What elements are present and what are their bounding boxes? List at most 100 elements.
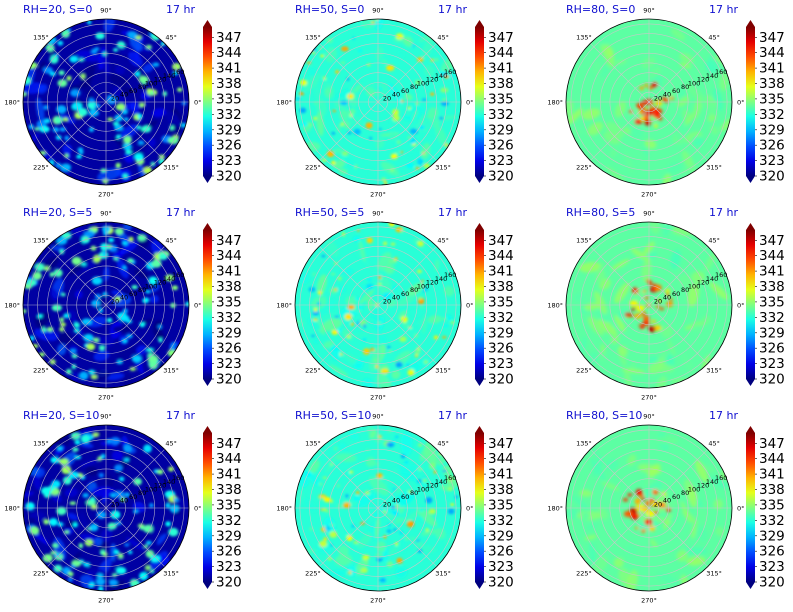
hot-spot (421, 249, 430, 254)
field-streak (380, 584, 391, 591)
field-streak (74, 290, 83, 299)
hot-spot (311, 334, 315, 337)
colorbar-tick-label: 341 (759, 61, 785, 77)
hot-spot (627, 493, 633, 497)
hot-spot (384, 180, 387, 185)
colorbar-extend-max (203, 223, 212, 230)
hot-spot (360, 567, 368, 574)
field-streak (691, 270, 706, 284)
hot-spot (446, 475, 454, 483)
field-streak (585, 523, 599, 530)
radial-tick-label: 100 (417, 282, 429, 290)
hot-spot (631, 514, 639, 520)
radial-tick-label: 80 (138, 286, 146, 294)
hot-spot (396, 557, 403, 564)
hot-spot (423, 360, 429, 364)
field-streak (128, 143, 149, 157)
field-streak (111, 450, 124, 461)
hot-spot (86, 343, 96, 351)
hot-spot (116, 41, 126, 49)
polar-frame (294, 18, 462, 186)
hot-spot (300, 79, 307, 86)
field-streak (443, 286, 455, 297)
hot-spot (83, 562, 90, 567)
angle-label: 270° (98, 191, 114, 199)
field-streak (109, 556, 125, 571)
radial-tick-label: 20 (654, 297, 662, 305)
angular-gridline (377, 246, 437, 306)
hot-spot (56, 506, 67, 516)
field-streak (644, 481, 662, 500)
field-streak (155, 332, 165, 340)
field-streak (713, 88, 724, 111)
radial-tick-label: 80 (138, 489, 146, 497)
angle-label: 225° (576, 367, 592, 375)
field-streak (95, 154, 111, 164)
hot-spot (121, 241, 129, 246)
hot-spot (59, 317, 65, 323)
angle-label: 45° (437, 236, 449, 244)
hot-spot (642, 289, 647, 293)
hot-spot (318, 482, 323, 486)
hot-spot (113, 257, 119, 261)
hot-spot (108, 579, 118, 586)
radial-tick-label: 160 (172, 68, 184, 76)
hot-spot (76, 154, 82, 159)
hot-spot (639, 86, 644, 91)
hot-spot (397, 51, 405, 58)
field-streak (581, 108, 601, 120)
hot-spot (43, 266, 50, 271)
hot-spot (142, 298, 149, 304)
colorbar-tick-label: 341 (216, 467, 242, 483)
field-streak (692, 325, 709, 336)
hot-spot (164, 274, 175, 282)
radial-tick-label: 160 (444, 271, 456, 279)
field-streak (589, 542, 597, 568)
hot-spot (71, 354, 78, 359)
colorbar-tick-label: 347 (759, 30, 785, 46)
hot-spot (136, 125, 142, 130)
hot-spot (157, 469, 164, 475)
field-streak (321, 318, 342, 332)
angle-label: 45° (437, 439, 449, 447)
field-streak (358, 240, 366, 262)
field-streak (624, 370, 632, 388)
angle-label: 90° (372, 413, 384, 421)
radial-tick-label: 80 (681, 489, 689, 497)
hot-spot (70, 89, 81, 97)
field-streak (697, 527, 708, 542)
radial-tick-label: 20 (654, 500, 662, 508)
hot-spot (376, 473, 383, 479)
hot-spot (669, 298, 673, 302)
colorbar-tick-label: 332 (216, 310, 242, 326)
hot-spot (387, 523, 391, 527)
field-streak (566, 108, 584, 125)
hot-spot (414, 354, 419, 358)
hot-spot (428, 508, 436, 515)
hot-spot (640, 325, 645, 330)
hot-spot (335, 70, 340, 74)
hot-spot (23, 92, 27, 97)
colorbar-tick-label: 341 (488, 467, 514, 483)
colorbar-tick-label: 332 (759, 310, 785, 326)
field-streak (105, 373, 125, 381)
angle-label: 45° (437, 33, 449, 41)
colorbar-tick-label: 335 (488, 497, 514, 513)
angular-gridline (47, 43, 107, 103)
field-streak (109, 73, 128, 87)
colorbar-tick-label: 344 (759, 248, 785, 264)
hot-spot (319, 540, 328, 548)
colorbar-tick-label: 338 (759, 482, 785, 498)
angular-gridline (377, 43, 437, 103)
colorbar-tick-label: 344 (759, 45, 785, 61)
hot-spot (346, 77, 350, 81)
hot-spot (340, 269, 347, 275)
hot-spot (450, 503, 454, 506)
hot-spot (407, 490, 412, 494)
hot-spot (330, 500, 333, 503)
angle-labels: 0° 45° 90° 135° 180° 225° 270° 315° (547, 7, 744, 199)
field-streak (142, 63, 155, 73)
hot-spot (49, 160, 55, 165)
